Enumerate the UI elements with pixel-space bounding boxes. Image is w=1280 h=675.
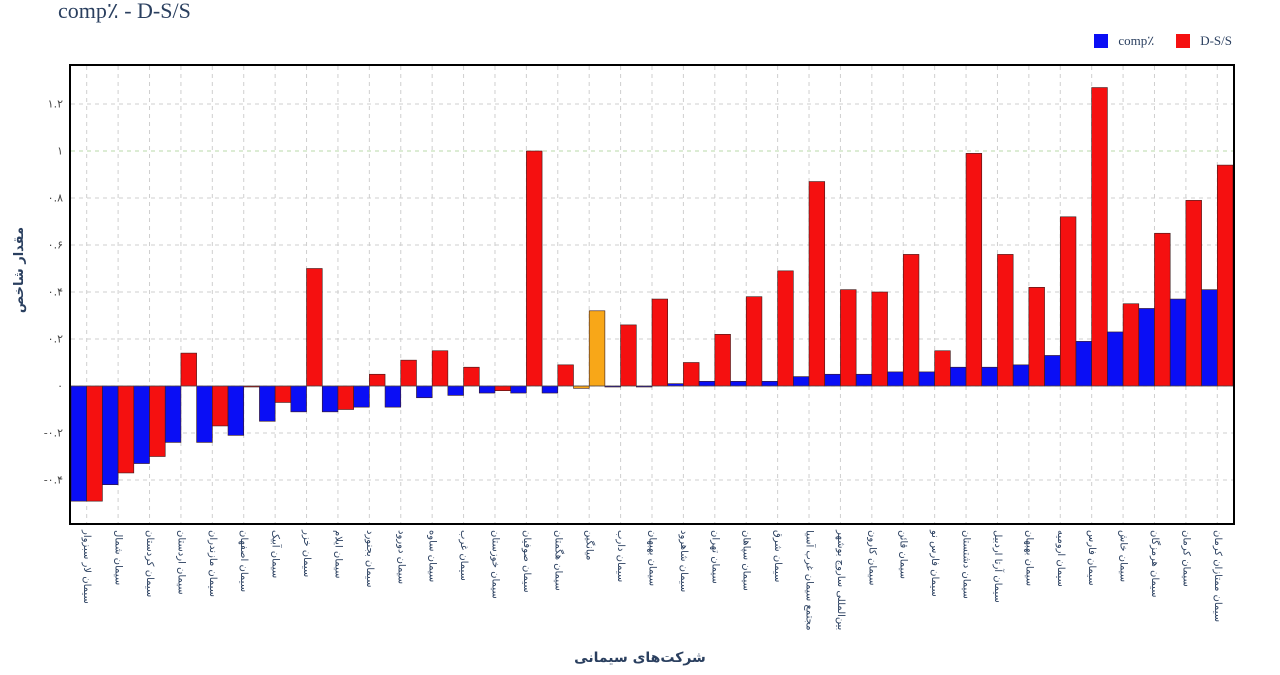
y-tick-label: -۰.۴ bbox=[43, 473, 63, 487]
x-tick-label: سیمان خوزستان bbox=[489, 530, 501, 599]
x-tick-label: میانگین bbox=[583, 530, 595, 561]
legend: comp٪ D-S/S bbox=[1082, 33, 1232, 49]
x-tick-label: بین‌المللی ساروج بوشهر bbox=[834, 530, 846, 631]
legend-label-comp: comp٪ bbox=[1118, 33, 1155, 48]
y-tick-label: ۱ bbox=[57, 144, 63, 158]
legend-swatch-comp bbox=[1094, 34, 1109, 48]
legend-item-comp[interactable]: comp٪ bbox=[1094, 33, 1154, 49]
x-tick-label: سیمان هرمزگان bbox=[1148, 530, 1160, 598]
y-tick-label: ۰.۲ bbox=[47, 332, 63, 346]
y-tick-label: ۰.۶ bbox=[47, 238, 63, 252]
legend-label-dss: D-S/S bbox=[1200, 33, 1232, 48]
x-tick-label: سیمان سپاهان bbox=[740, 530, 752, 591]
x-tick-label: سیمان خاش bbox=[1117, 530, 1129, 583]
x-tick-label: سیمان صوفیان bbox=[520, 530, 532, 593]
x-tick-label: سیمان بجنورد bbox=[363, 530, 375, 588]
x-tick-label: سیمان شاهرود bbox=[677, 530, 689, 593]
x-tick-label: سیمان اردستان bbox=[175, 530, 187, 595]
x-tick-label: سیمان غرب bbox=[458, 530, 470, 581]
x-tick-label: سیمان شمال bbox=[112, 530, 124, 586]
chart-title: comp٪ - D-S/S bbox=[58, 0, 191, 23]
y-tick-label: -۰.۲ bbox=[43, 426, 63, 440]
x-tick-label: سیمان آرتا اردبیل bbox=[991, 530, 1003, 603]
plot-area bbox=[69, 64, 1235, 525]
x-tick-label: سیمان بهبهان bbox=[646, 530, 658, 587]
x-tick-label: سیمان دورود bbox=[395, 530, 407, 585]
x-tick-label: مجتمع سیمان غرب آسیا bbox=[803, 530, 815, 631]
x-tick-label: سیمان لار سبزوار bbox=[81, 530, 93, 604]
y-tick-label: ۰.۴ bbox=[47, 285, 63, 299]
x-tick-label: سیمان آبیک bbox=[269, 530, 281, 579]
x-tick-label: سیمان کردستان bbox=[144, 530, 155, 598]
x-tick-label: سیمان ممتازان کرمان bbox=[1211, 530, 1223, 623]
x-tick-label: سیمان قائن bbox=[897, 530, 909, 579]
x-tick-label: سیمان کرمان bbox=[1180, 530, 1192, 587]
x-tick-label: سیمان هگمتان bbox=[552, 530, 564, 591]
x-tick-label: سیمان شرق bbox=[772, 530, 784, 583]
x-tick-label: سیمان ساوه bbox=[426, 530, 438, 583]
y-tick-label: ۰.۸ bbox=[47, 191, 63, 205]
y-tick-label: ۰ bbox=[57, 379, 63, 393]
x-tick-label: سیمان کارون bbox=[866, 530, 878, 586]
legend-swatch-dss bbox=[1176, 34, 1191, 48]
x-tick-label: سیمان بهبهان bbox=[1023, 530, 1035, 587]
x-axis-title: شرکت‌های سیمانی bbox=[574, 650, 706, 666]
x-tick-label: سیمان فارس bbox=[1086, 530, 1098, 586]
x-tick-label: سیمان دارب bbox=[615, 530, 627, 583]
legend-item-dss[interactable]: D-S/S bbox=[1176, 33, 1232, 49]
x-tick-label: سیمان دشتستان bbox=[960, 530, 972, 599]
x-tick-label: سیمان تهران bbox=[709, 530, 721, 584]
x-tick-label: سیمان ایلام bbox=[332, 530, 344, 579]
x-tick-label: سیمان فارس نو bbox=[929, 530, 941, 597]
x-tick-label: سیمان اصفهان bbox=[238, 530, 250, 593]
x-tick-label: سیمان خزر bbox=[301, 530, 313, 578]
y-tick-label: ۱.۲ bbox=[47, 97, 63, 111]
x-tick-label: سیمان مازندران bbox=[206, 530, 218, 597]
x-tick-label: سیمان ارومیه bbox=[1054, 530, 1066, 587]
